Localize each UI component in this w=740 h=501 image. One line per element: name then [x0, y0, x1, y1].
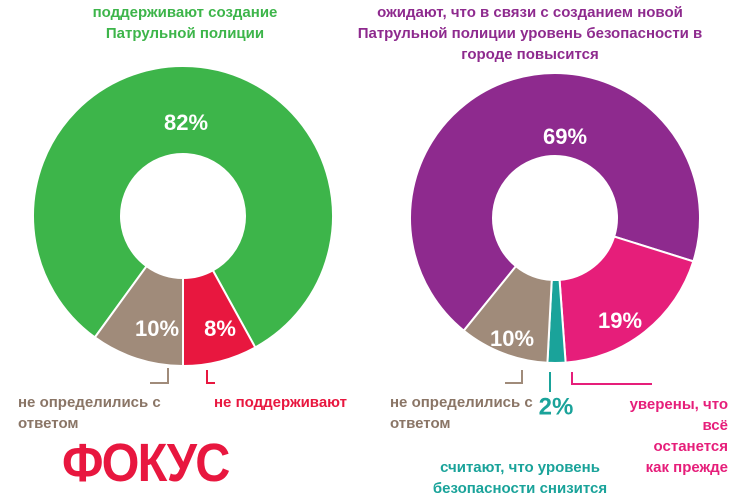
- value-label: 10%: [135, 316, 179, 341]
- donut-slice: [409, 72, 701, 333]
- value-label: 10%: [490, 326, 534, 351]
- value-label: 82%: [164, 110, 208, 135]
- legend-label: считают, что уровень безопасности снизит…: [432, 459, 608, 497]
- leader: [505, 370, 523, 384]
- value-label: 69%: [543, 124, 587, 149]
- donut-slice: [558, 235, 695, 364]
- leader: [206, 370, 215, 384]
- donut-slice: [93, 264, 184, 368]
- chart-title: ожидают, что в связи с созданием новой П…: [357, 4, 703, 63]
- chart-title: поддерживают создание Патрульной полиции: [92, 4, 278, 42]
- leader: [150, 368, 169, 384]
- value-label: 8%: [204, 316, 236, 341]
- value-label: 19%: [598, 308, 642, 333]
- legend-label: уверены, что всё останется как прежде: [629, 396, 728, 476]
- legend-label: не определились с ответом: [18, 394, 161, 432]
- donut-slice: [32, 65, 334, 349]
- legend-label: не определились с ответом: [390, 394, 533, 432]
- leader: [571, 372, 652, 385]
- logo: ФОКУС: [62, 433, 230, 493]
- value-label: 2%: [539, 393, 574, 420]
- donut-slice: [462, 264, 553, 364]
- legend-label: не поддерживают: [214, 394, 347, 411]
